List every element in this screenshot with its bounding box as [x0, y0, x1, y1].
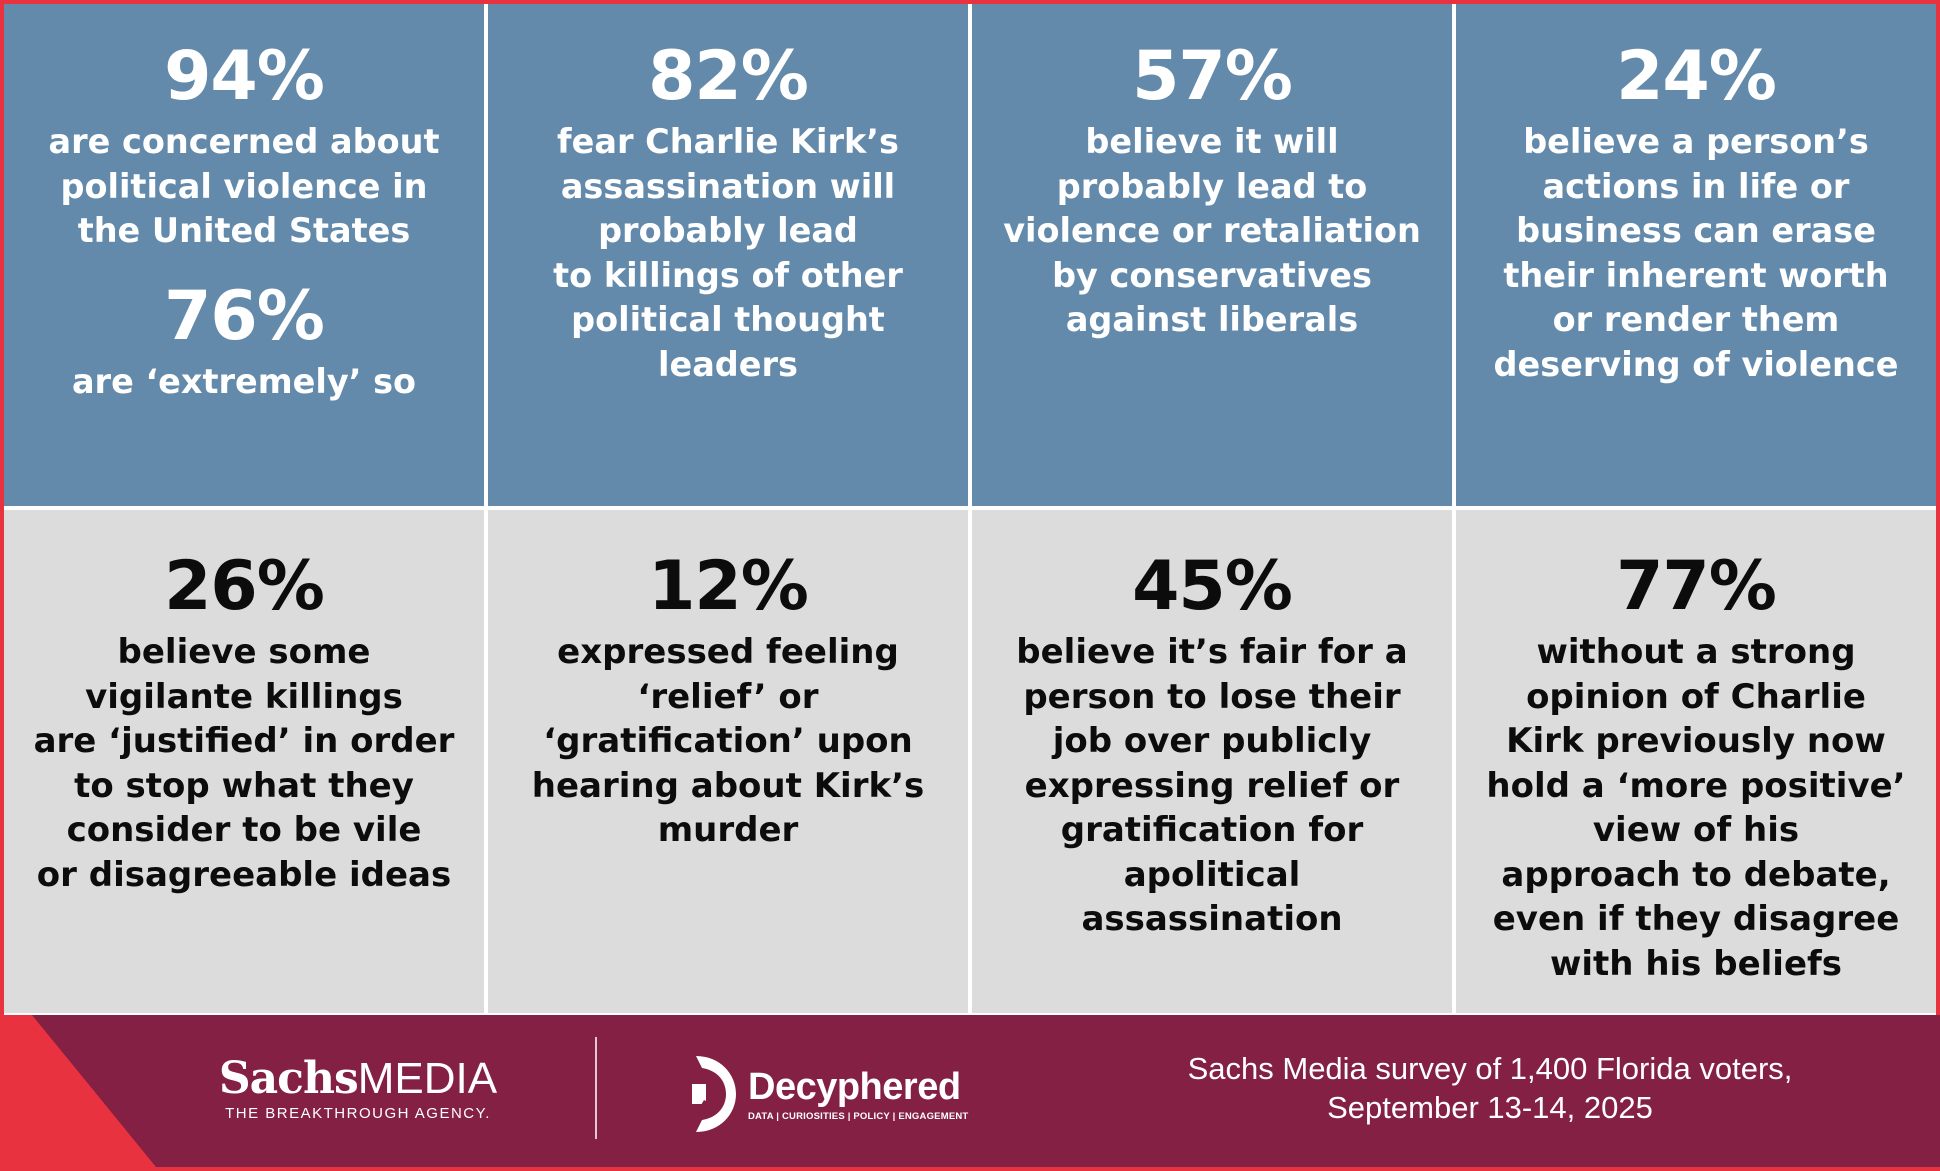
stat-description: are concerned about political violence i…: [48, 122, 440, 251]
stat-cell-positive-view: 77% without a strong opinion of Charlie …: [1456, 510, 1936, 1013]
stat-cell-inherent-worth: 24% believe a person’s actions in life o…: [1456, 4, 1936, 506]
stat-description: without a strong opinion of Charlie Kirk…: [1486, 632, 1906, 984]
footer-band: SachsMEDIA THE BREAKTHROUGH AGENCY. Decy…: [32, 1015, 1940, 1167]
stat-description: believe it’s fair for a person to lose t…: [1016, 632, 1408, 940]
media-wordmark-part: MEDIA: [357, 1054, 498, 1103]
stat-percent: 12%: [648, 547, 809, 626]
stat-cell-fear-killings: 82% fear Charlie Kirk’s assassination wi…: [488, 4, 968, 506]
stat-percent: 94%: [164, 37, 325, 116]
logo-divider: [595, 1037, 597, 1139]
stats-grid: 94% are concerned about political violen…: [4, 4, 1936, 1015]
decyphered-icon: [692, 1056, 736, 1132]
decyphered-tagline: DATA | CURIOSITIES | POLICY | ENGAGEMENT: [748, 1110, 969, 1122]
sachs-media-logo: SachsMEDIA THE BREAKTHROUGH AGENCY.: [208, 1055, 508, 1123]
stat-percent-secondary: 76%: [164, 276, 325, 356]
decyphered-logo: Decyphered DATA | CURIOSITIES | POLICY |…: [690, 1051, 968, 1137]
stat-percent: 24%: [1616, 37, 1777, 116]
stat-cell-retaliation: 57% believe it will probably lead to vio…: [972, 4, 1452, 506]
stat-description: believe it will probably lead to violenc…: [1003, 122, 1421, 340]
stat-percent: 82%: [648, 37, 809, 116]
sachs-media-tagline: THE BREAKTHROUGH AGENCY.: [225, 1105, 491, 1122]
sachs-media-wordmark: SachsMEDIA: [208, 1055, 508, 1103]
footer: SachsMEDIA THE BREAKTHROUGH AGENCY. Decy…: [0, 1015, 1940, 1171]
stat-description: believe a person’s actions in life or bu…: [1493, 122, 1899, 384]
stat-percent: 26%: [164, 547, 325, 626]
stat-cell-concerned: 94% are concerned about political violen…: [4, 4, 484, 506]
sachs-wordmark-part: Sachs: [218, 1053, 359, 1104]
decyphered-wordmark: Decyphered: [748, 1065, 961, 1108]
stat-cell-vigilante: 26% believe some vigilante killings are …: [4, 510, 484, 1013]
stat-description: fear Charlie Kirk’s assassination will p…: [553, 122, 903, 384]
stat-description: expressed feeling ‘relief’ or ‘gratifica…: [531, 632, 925, 851]
stat-percent: 77%: [1616, 547, 1777, 626]
stat-description: believe some vigilante killings are ‘jus…: [33, 632, 455, 895]
stat-percent: 45%: [1132, 547, 1293, 626]
stat-cell-relief: 12% expressed feeling ‘relief’ or ‘grati…: [488, 510, 968, 1013]
stat-percent: 57%: [1132, 37, 1293, 116]
stat-cell-lose-job: 45% believe it’s fair for a person to lo…: [972, 510, 1452, 1013]
survey-source-note: Sachs Media survey of 1,400 Florida vote…: [1187, 1051, 1793, 1125]
stat-description-secondary: are ‘extremely’ so: [71, 361, 417, 401]
